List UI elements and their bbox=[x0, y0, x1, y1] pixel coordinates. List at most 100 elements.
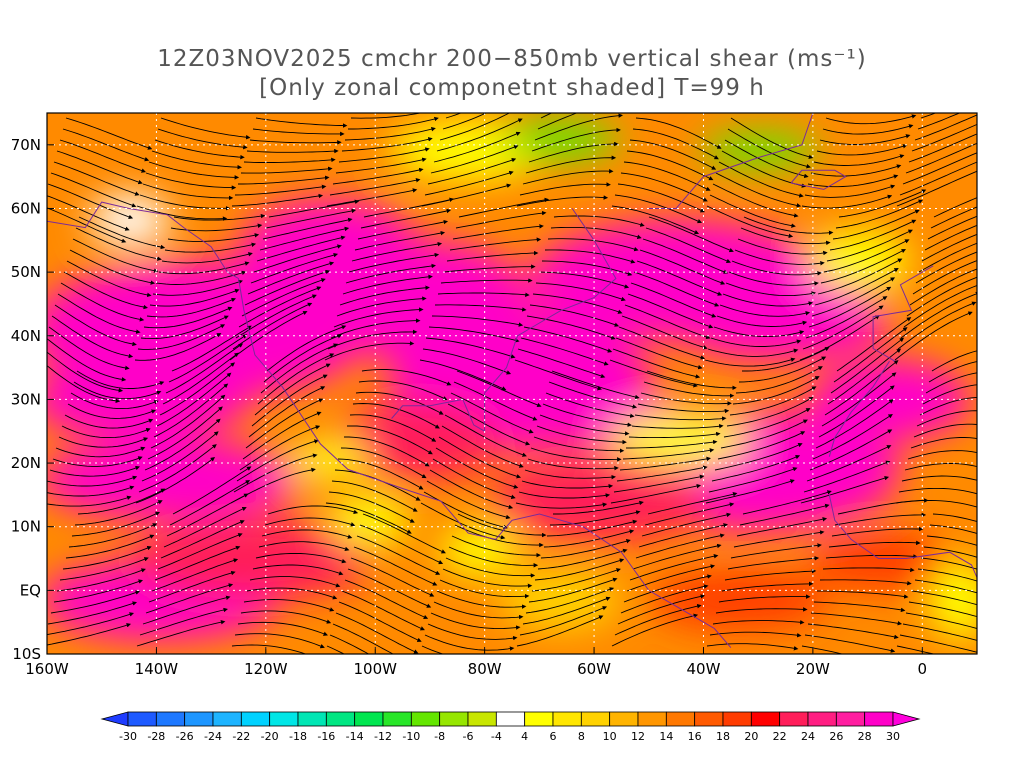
streamline bbox=[538, 271, 630, 289]
streamline bbox=[705, 479, 795, 504]
streamline bbox=[638, 523, 728, 548]
streamline bbox=[53, 161, 140, 196]
streamline bbox=[253, 244, 342, 273]
streamline bbox=[435, 447, 519, 489]
streamline bbox=[50, 172, 137, 208]
streamline bbox=[151, 558, 239, 592]
streamline bbox=[612, 348, 701, 379]
streamline bbox=[432, 458, 516, 500]
colorbar-max-arrow bbox=[892, 711, 921, 727]
colorbar-label: -4 bbox=[491, 730, 502, 743]
streamline bbox=[806, 445, 892, 482]
streamline bbox=[802, 305, 884, 350]
lon-tick-label: 0 bbox=[918, 660, 928, 678]
streamline bbox=[236, 439, 319, 482]
streamline bbox=[717, 431, 806, 460]
streamline bbox=[908, 133, 977, 163]
streamline bbox=[424, 170, 514, 196]
streamline bbox=[646, 370, 737, 391]
streamline bbox=[47, 338, 127, 382]
streamline bbox=[341, 590, 425, 631]
colorbar-label: -10 bbox=[402, 730, 420, 743]
colorbar-segment bbox=[212, 711, 242, 727]
colorbar-segment bbox=[750, 711, 781, 727]
streamline bbox=[355, 391, 444, 415]
streamline bbox=[713, 326, 805, 338]
streamline bbox=[48, 326, 130, 371]
streamline bbox=[234, 633, 325, 649]
streamline bbox=[519, 606, 608, 636]
streamline bbox=[173, 213, 266, 221]
streamline bbox=[147, 406, 223, 460]
lat-tick-label: 40N bbox=[11, 327, 41, 345]
colorbar-segment bbox=[382, 711, 412, 727]
lon-tick-label: 80W bbox=[468, 660, 502, 678]
streamline bbox=[630, 282, 717, 318]
streamline bbox=[350, 113, 423, 119]
streamline bbox=[243, 599, 335, 612]
streamline bbox=[902, 623, 977, 641]
streamline bbox=[823, 239, 910, 273]
streamline bbox=[441, 425, 524, 468]
streamline bbox=[631, 423, 724, 429]
streamline bbox=[135, 457, 216, 504]
streamline bbox=[914, 579, 977, 594]
streamline bbox=[825, 554, 918, 559]
streamline bbox=[47, 612, 135, 636]
colorbar-segment bbox=[240, 711, 271, 727]
streamline bbox=[520, 337, 609, 366]
streamline bbox=[715, 607, 808, 614]
streamline bbox=[47, 183, 134, 219]
streamline bbox=[914, 114, 977, 141]
streamline bbox=[141, 431, 219, 482]
streamline bbox=[58, 436, 149, 448]
streamline bbox=[916, 410, 977, 427]
streamline bbox=[732, 376, 820, 405]
streamline bbox=[813, 154, 905, 166]
streamline bbox=[913, 423, 977, 438]
streamline bbox=[229, 311, 308, 361]
streamline bbox=[439, 579, 530, 599]
streamline bbox=[166, 493, 249, 537]
streamline bbox=[53, 579, 144, 603]
streamline bbox=[454, 524, 544, 548]
streamline bbox=[514, 359, 602, 391]
streamline bbox=[426, 480, 511, 520]
streamline bbox=[523, 326, 613, 353]
streamline bbox=[458, 197, 550, 218]
streamline bbox=[912, 260, 977, 295]
streamline bbox=[711, 455, 801, 482]
streamline bbox=[709, 194, 796, 228]
colorbar-segment bbox=[779, 711, 809, 727]
streamline bbox=[427, 623, 518, 641]
shade-patch bbox=[130, 520, 370, 600]
shade-patch bbox=[90, 195, 170, 245]
streamline bbox=[160, 117, 251, 140]
streamline bbox=[47, 351, 124, 393]
streamline bbox=[632, 543, 722, 570]
streamline bbox=[163, 506, 247, 548]
streamline bbox=[453, 381, 538, 421]
streamline bbox=[725, 282, 816, 297]
colorbar-label: 14 bbox=[659, 730, 673, 743]
streamline bbox=[437, 292, 530, 298]
streamline bbox=[648, 216, 734, 253]
colorbar-segment bbox=[552, 711, 582, 727]
streamline bbox=[909, 268, 977, 306]
streamline bbox=[915, 251, 977, 284]
lat-tick-label: 20N bbox=[11, 454, 41, 472]
streamline bbox=[332, 623, 394, 654]
streamline bbox=[807, 174, 899, 188]
streamline bbox=[718, 594, 811, 603]
streamline bbox=[626, 150, 714, 181]
streamline bbox=[623, 574, 712, 603]
streamline bbox=[249, 576, 341, 588]
streamline bbox=[154, 545, 241, 581]
streamline bbox=[268, 199, 360, 218]
streamline bbox=[329, 634, 370, 654]
streamline bbox=[70, 392, 159, 410]
lat-tick-label: 10N bbox=[11, 518, 41, 536]
streamline bbox=[742, 347, 830, 372]
streamline bbox=[358, 380, 448, 401]
colorbar-segment bbox=[410, 711, 441, 727]
